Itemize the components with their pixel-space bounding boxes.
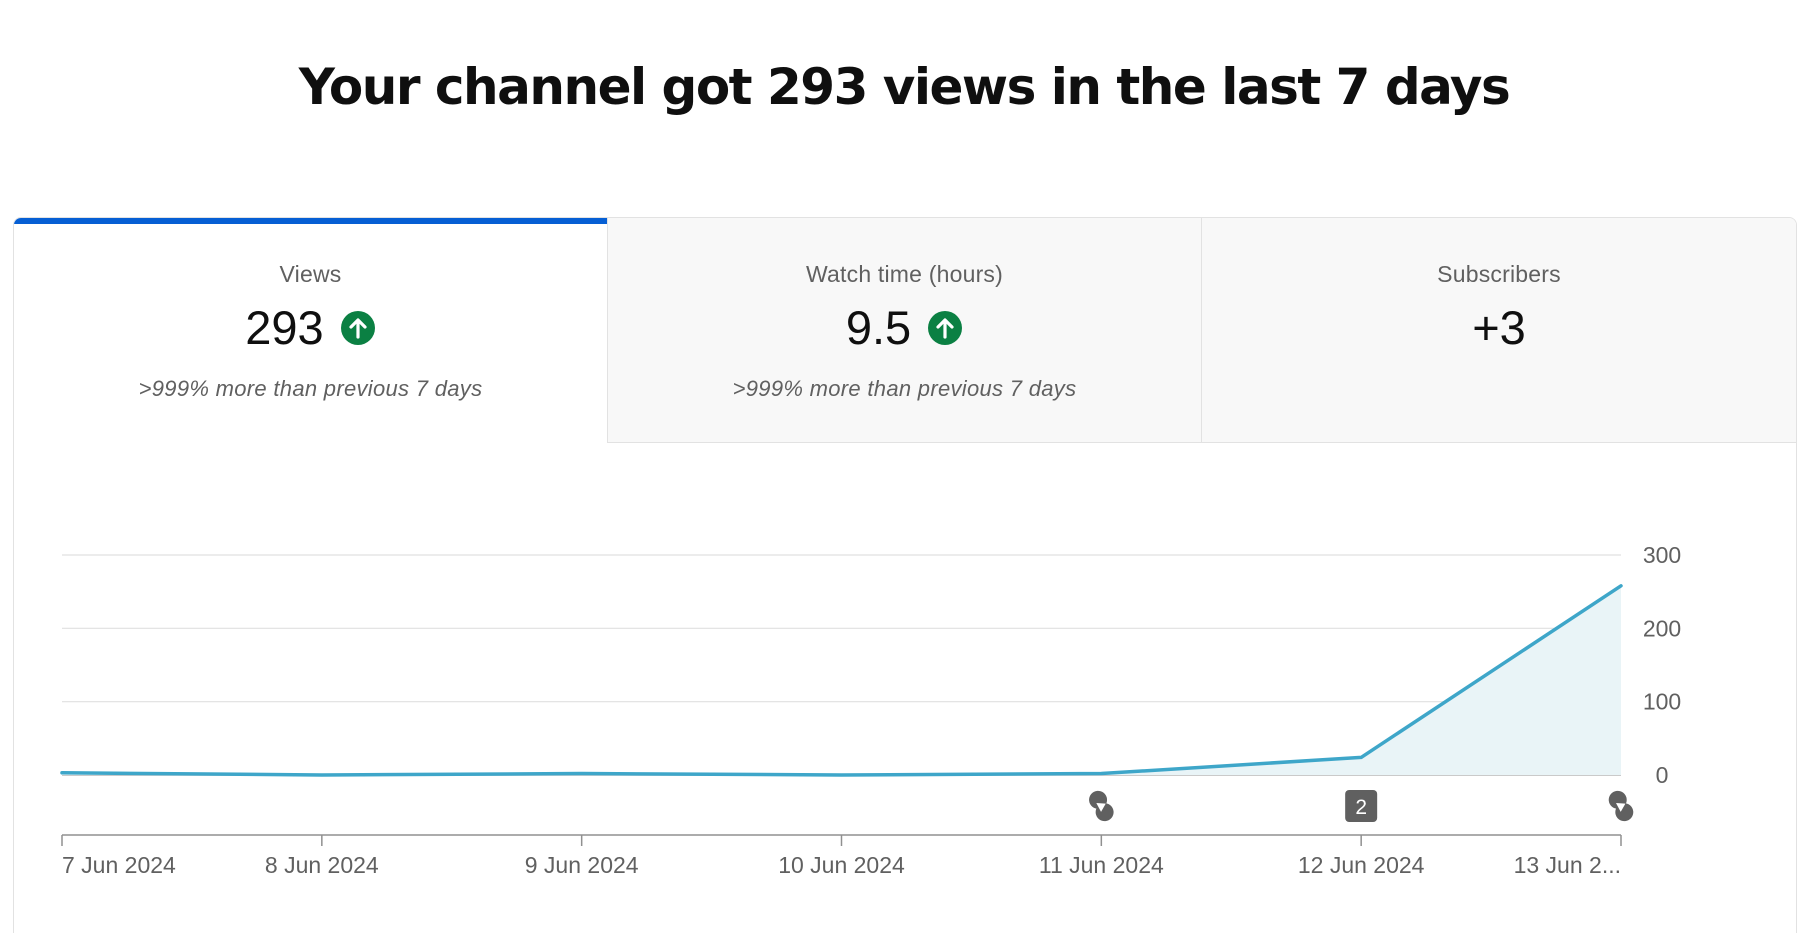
x-tick-label: 13 Jun 2...	[1514, 852, 1621, 878]
tab-views-value: 293	[245, 301, 324, 354]
tab-views[interactable]: Views 293 >999% more than previous 7 day…	[14, 218, 607, 443]
tab-watch-time-comparison: >999% more than previous 7 days	[732, 376, 1077, 401]
metric-tabs: Views 293 >999% more than previous 7 day…	[14, 218, 1796, 443]
tab-watch-time[interactable]: Watch time (hours) 9.5 >999% more than p…	[607, 218, 1201, 443]
x-tick-label: 12 Jun 2024	[1298, 852, 1425, 878]
shorts-icon-play	[1096, 802, 1106, 812]
tab-watch-time-value: 9.5	[845, 301, 912, 354]
upload-count-badge-label: 2	[1355, 796, 1367, 819]
x-tick-label: 10 Jun 2024	[778, 852, 905, 878]
tab-subscribers-label: Subscribers	[1437, 261, 1561, 287]
tab-subscribers-value-row: +3	[1202, 300, 1796, 356]
views-area	[62, 585, 1621, 775]
x-tick-label: 9 Jun 2024	[525, 852, 639, 878]
views-line	[60, 584, 1623, 777]
shorts-icon	[1089, 790, 1114, 822]
shorts-icon	[1608, 790, 1634, 822]
tab-subscribers[interactable]: Subscribers +3	[1201, 218, 1796, 443]
analytics-card: Views 293 >999% more than previous 7 day…	[13, 217, 1797, 933]
tab-subscribers-value: +3	[1472, 301, 1526, 354]
x-tick-label: 11 Jun 2024	[1039, 852, 1164, 878]
shorts-icon-play	[1616, 802, 1626, 812]
upload-count-badge-box	[1345, 790, 1378, 822]
trend-up-icon	[928, 311, 963, 345]
page-headline: Your channel got 293 views in the last 7…	[298, 58, 1511, 116]
y-tick-label: 200	[1643, 615, 1681, 641]
tab-views-label: Views	[279, 261, 342, 287]
tab-views-comparison: >999% more than previous 7 days	[138, 376, 483, 401]
x-tick-label: 7 Jun 2024	[62, 852, 176, 878]
tab-views-value-row: 293	[14, 300, 607, 356]
tab-watch-time-value-row: 9.5	[608, 300, 1201, 356]
x-tick-label: 8 Jun 2024	[265, 852, 379, 878]
tab-watch-time-label: Watch time (hours)	[805, 261, 1003, 287]
trend-up-icon	[340, 311, 375, 345]
y-tick-label: 100	[1643, 689, 1681, 715]
upload-count-badge: 2	[1345, 790, 1378, 822]
y-tick-label: 0	[1656, 762, 1669, 788]
y-tick-label: 300	[1643, 542, 1681, 568]
